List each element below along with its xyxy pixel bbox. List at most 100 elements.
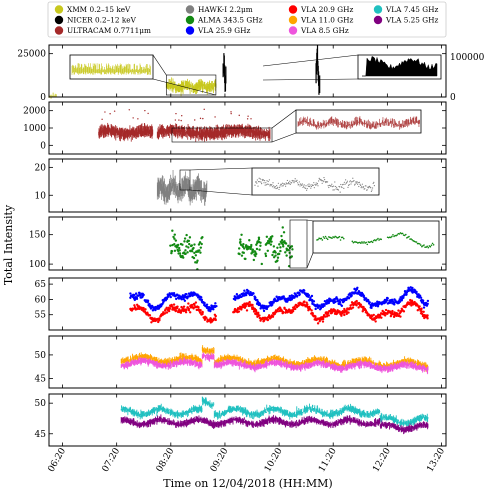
y-tick-label: 10: [35, 191, 47, 201]
series-point: [206, 303, 208, 305]
inset-point: [304, 184, 305, 185]
series-point: [418, 305, 420, 307]
series-point: [169, 308, 171, 310]
inset-point: [365, 242, 367, 244]
inset-point: [260, 182, 261, 183]
series-point: [142, 307, 144, 309]
series-point: [256, 248, 258, 250]
inset-point: [343, 238, 345, 240]
series-point: [393, 303, 395, 305]
inset-point: [269, 179, 270, 180]
inset-point: [356, 182, 357, 183]
inset-point: [310, 188, 311, 189]
series-point: [144, 110, 145, 111]
inset-point: [356, 181, 357, 182]
inset-point: [332, 186, 333, 187]
inset-point: [359, 182, 360, 183]
inset-point: [265, 182, 266, 183]
series-point: [246, 309, 248, 311]
inset-point: [416, 241, 418, 243]
series-point: [294, 308, 296, 310]
inset-point: [371, 191, 372, 192]
series-point: [370, 307, 372, 309]
inset-point: [271, 184, 272, 185]
inset-point: [334, 189, 335, 190]
inset-point: [281, 185, 282, 186]
series-point: [173, 243, 175, 245]
series-point: [258, 314, 260, 316]
inset-point: [361, 187, 362, 188]
series-point: [276, 247, 278, 249]
series-point: [195, 301, 197, 303]
inset-point: [370, 187, 371, 188]
inset-point: [335, 186, 336, 187]
series-point: [288, 252, 290, 254]
inset-point: [260, 178, 261, 179]
inset-point: [308, 186, 309, 187]
inset-point: [338, 189, 339, 190]
series-point: [170, 296, 172, 298]
inset-point: [266, 184, 267, 185]
series-point: [259, 245, 261, 247]
series-point: [254, 297, 256, 299]
inset-point: [350, 180, 351, 181]
inset-point: [284, 184, 285, 185]
series-point: [230, 113, 231, 114]
series-point: [166, 298, 168, 300]
series-point: [168, 310, 170, 312]
series-point: [169, 244, 171, 246]
series-point: [264, 253, 266, 255]
series-point: [203, 302, 205, 304]
series-point: [386, 299, 388, 301]
series-point: [278, 243, 280, 245]
legend-marker: [289, 16, 297, 24]
series-point: [200, 296, 202, 298]
series-point: [252, 292, 254, 294]
inset-point: [365, 185, 366, 186]
inset-point: [352, 181, 353, 182]
legend-marker: [186, 26, 194, 34]
inset-point: [311, 186, 312, 187]
series-point: [426, 317, 428, 319]
series-point: [166, 311, 168, 313]
inset-point: [328, 187, 329, 188]
series-point: [285, 242, 287, 244]
inset-point: [289, 181, 290, 182]
inset-point: [363, 186, 364, 187]
inset-point: [325, 236, 327, 238]
inset-point: [431, 244, 433, 246]
inset-point: [419, 243, 421, 245]
inset-point: [315, 184, 316, 185]
inset-point: [323, 181, 324, 182]
inset-point: [310, 184, 311, 185]
series-point: [185, 311, 187, 313]
series-point: [265, 255, 267, 257]
series-point: [384, 314, 386, 316]
series-point: [311, 295, 313, 297]
inset-point: [334, 181, 335, 182]
inset-point: [372, 187, 373, 188]
inset-point: [316, 184, 317, 185]
inset-alma: [313, 221, 439, 253]
series-point: [284, 251, 286, 253]
inset-point: [350, 183, 351, 184]
series-point: [132, 117, 133, 118]
inset-point: [298, 184, 299, 185]
inset-point: [308, 183, 309, 184]
legend-marker: [289, 5, 297, 13]
series-point: [257, 312, 259, 314]
series-point: [373, 314, 375, 316]
inset-point: [331, 185, 332, 186]
series-point: [239, 115, 240, 116]
y-tick-label: 50: [35, 399, 47, 409]
inset-point: [293, 180, 294, 181]
inset-point: [432, 243, 434, 245]
series-point: [199, 251, 201, 253]
inset-point: [352, 241, 354, 243]
series-point: [259, 241, 261, 243]
series-point: [279, 246, 281, 248]
series-point: [396, 312, 398, 314]
series-point: [285, 254, 287, 256]
